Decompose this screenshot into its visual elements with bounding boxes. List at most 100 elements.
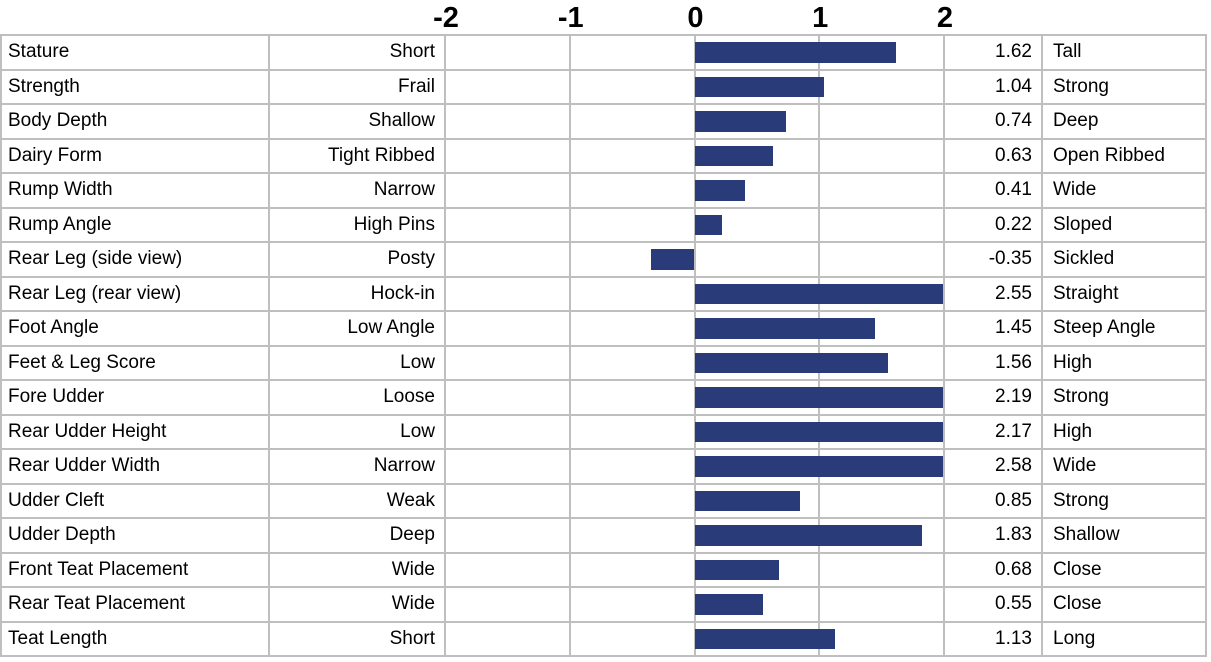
trait-row: Rear Teat Placement Wide 0.55 Close [0, 588, 1207, 623]
trait-name: Front Teat Placement [0, 553, 270, 586]
gridline-minus1 [569, 450, 572, 483]
trait-row: Body Depth Shallow 0.74 Deep [0, 105, 1207, 140]
trait-bar [694, 490, 801, 511]
trait-bar [694, 387, 943, 408]
high-label: Straight [1043, 277, 1207, 310]
sta-value: 0.63 [945, 139, 1043, 172]
bar-cell [446, 484, 945, 517]
high-label: Sickled [1043, 243, 1207, 276]
sta-value: 0.68 [945, 553, 1043, 586]
gridline-minus1 [569, 553, 572, 586]
trait-row: Udder Depth Deep 1.83 Shallow [0, 519, 1207, 554]
high-label: Wide [1043, 174, 1207, 207]
gridline-plus1 [817, 139, 820, 172]
trait-row: Dairy Form Tight Ribbed 0.63 Open Ribbed [0, 139, 1207, 174]
bar-cell [446, 553, 945, 586]
trait-bar [694, 76, 824, 97]
trait-name: Rear Udder Height [0, 415, 270, 448]
gridline-minus1 [569, 519, 572, 552]
sta-value: 2.19 [945, 381, 1043, 414]
bar-cell [446, 622, 945, 655]
axis-tick-labels: -2 -1 0 1 2 [433, 0, 953, 34]
high-label: Close [1043, 553, 1207, 586]
gridline-minus1 [569, 622, 572, 655]
trait-name: Stature [0, 36, 270, 69]
bar-cell [446, 381, 945, 414]
trait-bar [694, 628, 835, 649]
gridline-zero [693, 243, 696, 276]
trait-row: Strength Frail 1.04 Strong [0, 70, 1207, 105]
high-label: Strong [1043, 484, 1207, 517]
axis-tick-label: 2 [936, 2, 954, 34]
sta-value: 2.17 [945, 415, 1043, 448]
high-label: Shallow [1043, 519, 1207, 552]
trait-bar [651, 249, 695, 270]
trait-bar [694, 42, 896, 63]
bar-cell [446, 174, 945, 207]
low-label: Weak [270, 484, 446, 517]
axis-tick-label: 0 [687, 2, 704, 34]
trait-name: Teat Length [0, 622, 270, 655]
trait-name: Rear Leg (rear view) [0, 277, 270, 310]
low-label: Shallow [270, 105, 446, 138]
trait-row: Rump Angle High Pins 0.22 Sloped [0, 208, 1207, 243]
low-label: Posty [270, 243, 446, 276]
sta-value: 0.41 [945, 174, 1043, 207]
gridline-minus1 [569, 174, 572, 207]
axis-tick-label: -1 [557, 2, 584, 34]
high-label: Steep Angle [1043, 312, 1207, 345]
trait-name: Udder Cleft [0, 484, 270, 517]
high-label: Tall [1043, 36, 1207, 69]
trait-name: Fore Udder [0, 381, 270, 414]
trait-row: Rear Leg (rear view) Hock-in 2.55 Straig… [0, 277, 1207, 312]
high-label: Deep [1043, 105, 1207, 138]
sta-value: 1.45 [945, 312, 1043, 345]
sta-value: 2.55 [945, 277, 1043, 310]
trait-row: Udder Cleft Weak 0.85 Strong [0, 484, 1207, 519]
trait-name: Dairy Form [0, 139, 270, 172]
trait-bar [694, 352, 889, 373]
trait-row: Rear Udder Height Low 2.17 High [0, 415, 1207, 450]
trait-bar [694, 283, 943, 304]
low-label: Short [270, 622, 446, 655]
trait-row: Front Teat Placement Wide 0.68 Close [0, 553, 1207, 588]
sta-value: 1.13 [945, 622, 1043, 655]
trait-name: Rear Teat Placement [0, 588, 270, 621]
gridline-minus1 [569, 139, 572, 172]
gridline-minus1 [569, 312, 572, 345]
gridline-plus1 [817, 484, 820, 517]
low-label: Wide [270, 588, 446, 621]
trait-bar [694, 456, 943, 477]
trait-bar [694, 180, 746, 201]
low-label: High Pins [270, 208, 446, 241]
high-label: Open Ribbed [1043, 139, 1207, 172]
high-label: High [1043, 415, 1207, 448]
trait-name: Rump Angle [0, 208, 270, 241]
gridline-minus1 [569, 346, 572, 379]
sta-value: 1.83 [945, 519, 1043, 552]
axis-tick-label: 1 [812, 2, 829, 34]
gridline-minus1 [569, 277, 572, 310]
trait-bar [694, 145, 773, 166]
low-label: Low [270, 415, 446, 448]
low-label: Narrow [270, 450, 446, 483]
trait-row: Fore Udder Loose 2.19 Strong [0, 381, 1207, 416]
trait-table: Stature Short 1.62 Tall Strength Frail 1… [0, 34, 1207, 657]
bar-cell [446, 105, 945, 138]
bar-cell [446, 139, 945, 172]
gridline-plus1 [817, 588, 820, 621]
low-label: Loose [270, 381, 446, 414]
sta-value: 0.85 [945, 484, 1043, 517]
gridline-minus1 [569, 105, 572, 138]
low-label: Frail [270, 70, 446, 103]
high-label: Strong [1043, 70, 1207, 103]
bar-cell [446, 36, 945, 69]
trait-name: Body Depth [0, 105, 270, 138]
sta-value: -0.35 [945, 243, 1043, 276]
bar-cell [446, 415, 945, 448]
trait-bar [694, 111, 787, 132]
trait-row: Teat Length Short 1.13 Long [0, 622, 1207, 657]
gridline-minus1 [569, 36, 572, 69]
trait-name: Feet & Leg Score [0, 346, 270, 379]
